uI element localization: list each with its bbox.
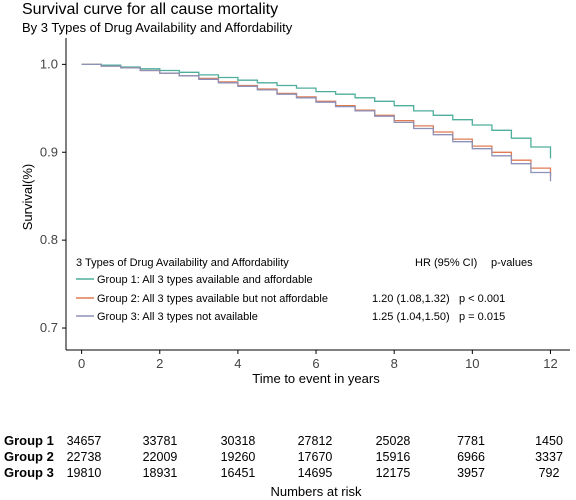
x-tick-label: 2 [156,356,163,371]
y-tick-label: 1.0 [40,56,58,71]
risk-cell: 6966 [457,450,485,464]
risk-cell: 34657 [67,434,102,448]
legend: 3 Types of Drug Availability and Afforda… [76,257,533,323]
risk-cell: 12175 [376,466,411,480]
x-tick-label: 8 [391,356,398,371]
y-tick-label: 0.8 [40,232,58,247]
risk-cell: 27812 [298,434,333,448]
risk-cell: 14695 [298,466,333,480]
risk-cell: 792 [539,466,560,480]
x-tick-label: 12 [543,356,557,371]
x-tick-label: 6 [312,356,319,371]
risk-table-title: Numbers at risk [270,484,362,499]
y-tick-label: 0.9 [40,144,58,159]
survival-curves [81,63,552,182]
axis-ticks: 0 2 4 6 8 10 12 0.7 0.8 0.9 1.0 [40,56,558,371]
legend-title: 3 Types of Drug Availability and Afforda… [76,257,289,269]
x-axis-title: Time to event in years [252,371,380,386]
risk-cell: 19260 [221,450,256,464]
hr-header: HR (95% CI) [415,257,477,269]
p-header: p-values [491,257,533,269]
risk-cell: 1450 [535,434,563,448]
risk-row-label: Group 1 [4,433,54,448]
risk-cell: 3957 [457,466,485,480]
risk-row-label: Group 2 [4,449,54,464]
survival-curve-group-1 [81,63,552,159]
x-tick-label: 0 [78,356,85,371]
risk-cell: 22738 [67,450,102,464]
y-axis-title: Survival(%) [20,164,35,230]
risk-cell: 15916 [376,450,411,464]
chart-subtitle: By 3 Types of Drug Availability and Affo… [22,20,293,35]
p-value-group-2: p < 0.001 [459,293,505,305]
plot-area: 0 2 4 6 8 10 12 0.7 0.8 0.9 1.0 [40,38,570,371]
risk-cell: 33781 [143,434,178,448]
survival-curve-group-2 [81,63,552,176]
risk-cell: 17670 [298,450,333,464]
hr-value-group-2: 1.20 (1.08,1.32) [372,293,450,305]
legend-label-group-1: Group 1: All 3 types available and affor… [97,274,313,286]
risk-cell: 18931 [143,466,178,480]
risk-row-label: Group 3 [4,465,54,480]
risk-cell: 30318 [221,434,256,448]
risk-cell: 19810 [67,466,102,480]
legend-label-group-2: Group 2: All 3 types available but not a… [97,293,328,305]
hr-value-group-3: 1.25 (1.04,1.50) [372,311,450,323]
risk-cell: 22009 [143,450,178,464]
x-tick-label: 10 [465,356,479,371]
x-tick-label: 4 [234,356,241,371]
risk-cell: 16451 [221,466,256,480]
risk-cell: 7781 [457,434,485,448]
risk-table: Group 1 34657 33781 30318 27812 25028 7781 1450… [4,433,563,499]
survival-curve-group-3 [81,63,552,182]
y-tick-label: 0.7 [40,320,58,335]
p-value-group-3: p = 0.015 [459,311,505,323]
chart-title: Survival curve for all cause mortality [22,1,278,18]
risk-cell: 25028 [376,434,411,448]
legend-label-group-3: Group 3: All 3 types not available [97,311,258,323]
risk-cell: 3337 [535,450,563,464]
